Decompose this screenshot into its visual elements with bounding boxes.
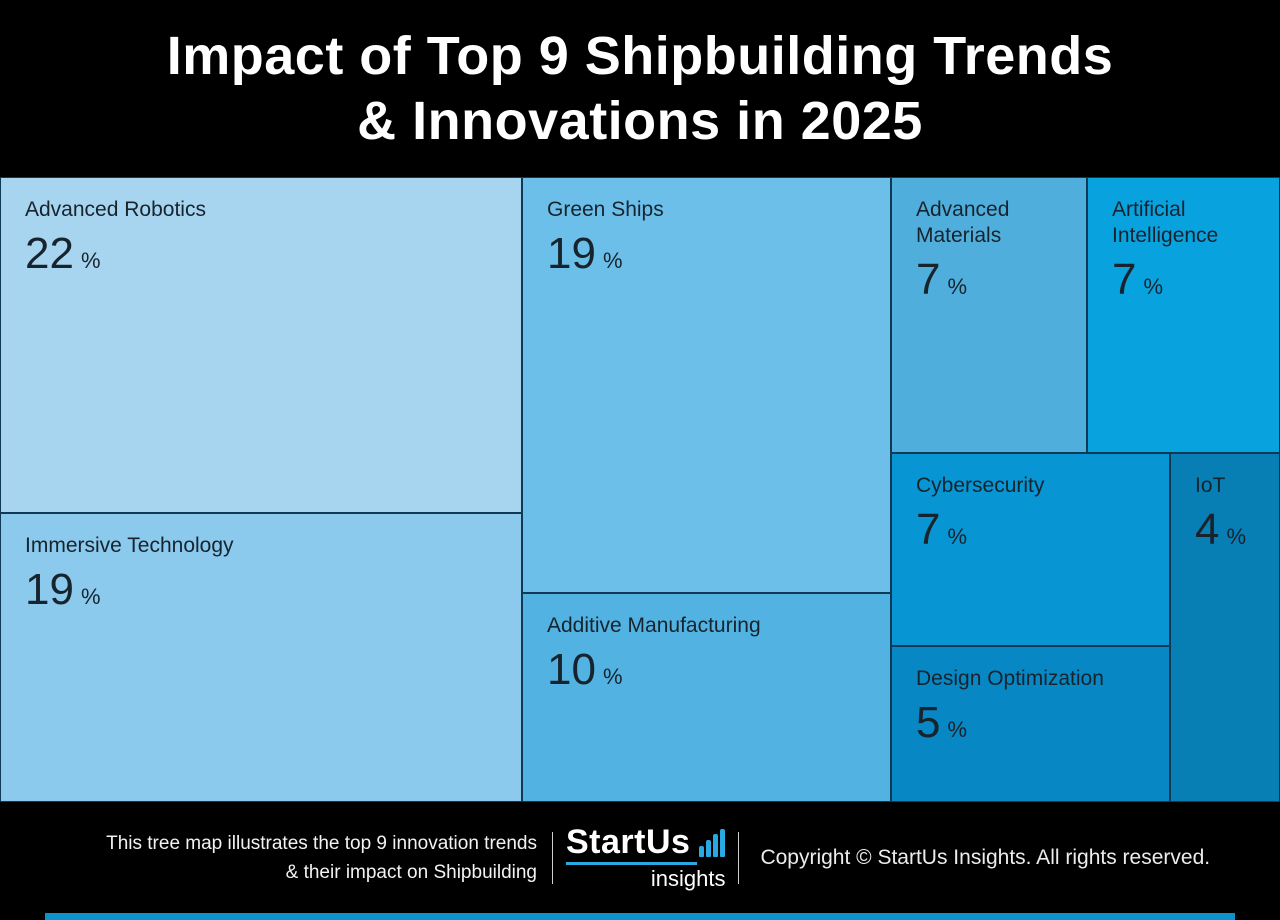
startus-insights-logo: StartUs insights — [566, 822, 726, 891]
footer: This tree map illustrates the top 9 inno… — [0, 802, 1280, 920]
page-title: Impact of Top 9 Shipbuilding Trends & In… — [0, 24, 1280, 154]
cell-label: Advanced Materials — [916, 198, 1010, 247]
logo-wordmark: StartUs — [566, 822, 691, 861]
cell-label: Design Optimization — [916, 667, 1104, 690]
cell-label: Immersive Technology — [25, 534, 234, 557]
logo-subtext: insights — [650, 865, 726, 891]
cell-value: 10% — [547, 645, 623, 694]
treemap-chart: Advanced Robotics 22% Immersive Technology… — [0, 177, 1280, 802]
copyright-text: Copyright © StartUs Insights. All rights… — [760, 846, 1211, 869]
footer-inner: This tree map illustrates the top 9 inno… — [0, 802, 1280, 910]
bar-chart-icon — [697, 828, 726, 858]
treemap-cell-advanced-robotics: Advanced Robotics 22% — [0, 177, 522, 513]
chart-description-line1: This tree map illustrates the top 9 inno… — [106, 833, 537, 854]
cell-label: IoT — [1195, 474, 1226, 497]
cell-value: 22% — [25, 229, 101, 278]
treemap-cell-additive-manufacturing: Additive Manufacturing 10% — [522, 593, 891, 802]
footer-divider-right — [738, 832, 740, 884]
cell-label: Green Ships — [547, 198, 664, 221]
treemap-cell-advanced-materials: Advanced Materials 7% — [891, 177, 1087, 453]
page-title-line1: Impact of Top 9 Shipbuilding Trends — [166, 25, 1114, 86]
treemap-cell-immersive-technology: Immersive Technology 19% — [0, 513, 522, 802]
page-title-line2: & Innovations in 2025 — [357, 90, 923, 151]
cell-label: Artificial Intelligence — [1112, 198, 1219, 247]
treemap-cell-cybersecurity: Cybersecurity 7% — [891, 453, 1170, 646]
cell-label: Additive Manufacturing — [547, 614, 761, 637]
chart-description-line2: & their impact on Shipbuilding — [285, 862, 537, 883]
cell-value: 7% — [916, 255, 968, 304]
cell-label: Advanced Robotics — [25, 198, 206, 221]
treemap-cell-iot: IoT 4% — [1170, 453, 1280, 802]
treemap-cell-design-optimization: Design Optimization 5% — [891, 646, 1170, 802]
header: Impact of Top 9 Shipbuilding Trends & In… — [0, 0, 1280, 177]
cell-label: Cybersecurity — [916, 474, 1045, 497]
cell-value: 7% — [1112, 255, 1164, 304]
cell-value: 4% — [1195, 505, 1247, 554]
chart-description: This tree map illustrates the top 9 inno… — [0, 829, 537, 887]
cell-value: 19% — [25, 565, 101, 614]
logo-top-row: StartUs — [566, 822, 726, 861]
treemap-cell-artificial-intelligence: Artificial Intelligence 7% — [1087, 177, 1280, 453]
treemap-cell-green-ships: Green Ships 19% — [522, 177, 891, 593]
cell-value: 7% — [916, 505, 968, 554]
footer-divider-left — [552, 832, 553, 884]
logo-underline — [566, 861, 697, 865]
cell-value: 19% — [547, 229, 623, 278]
bottom-accent-bar — [45, 913, 1235, 920]
cell-value: 5% — [916, 698, 968, 747]
